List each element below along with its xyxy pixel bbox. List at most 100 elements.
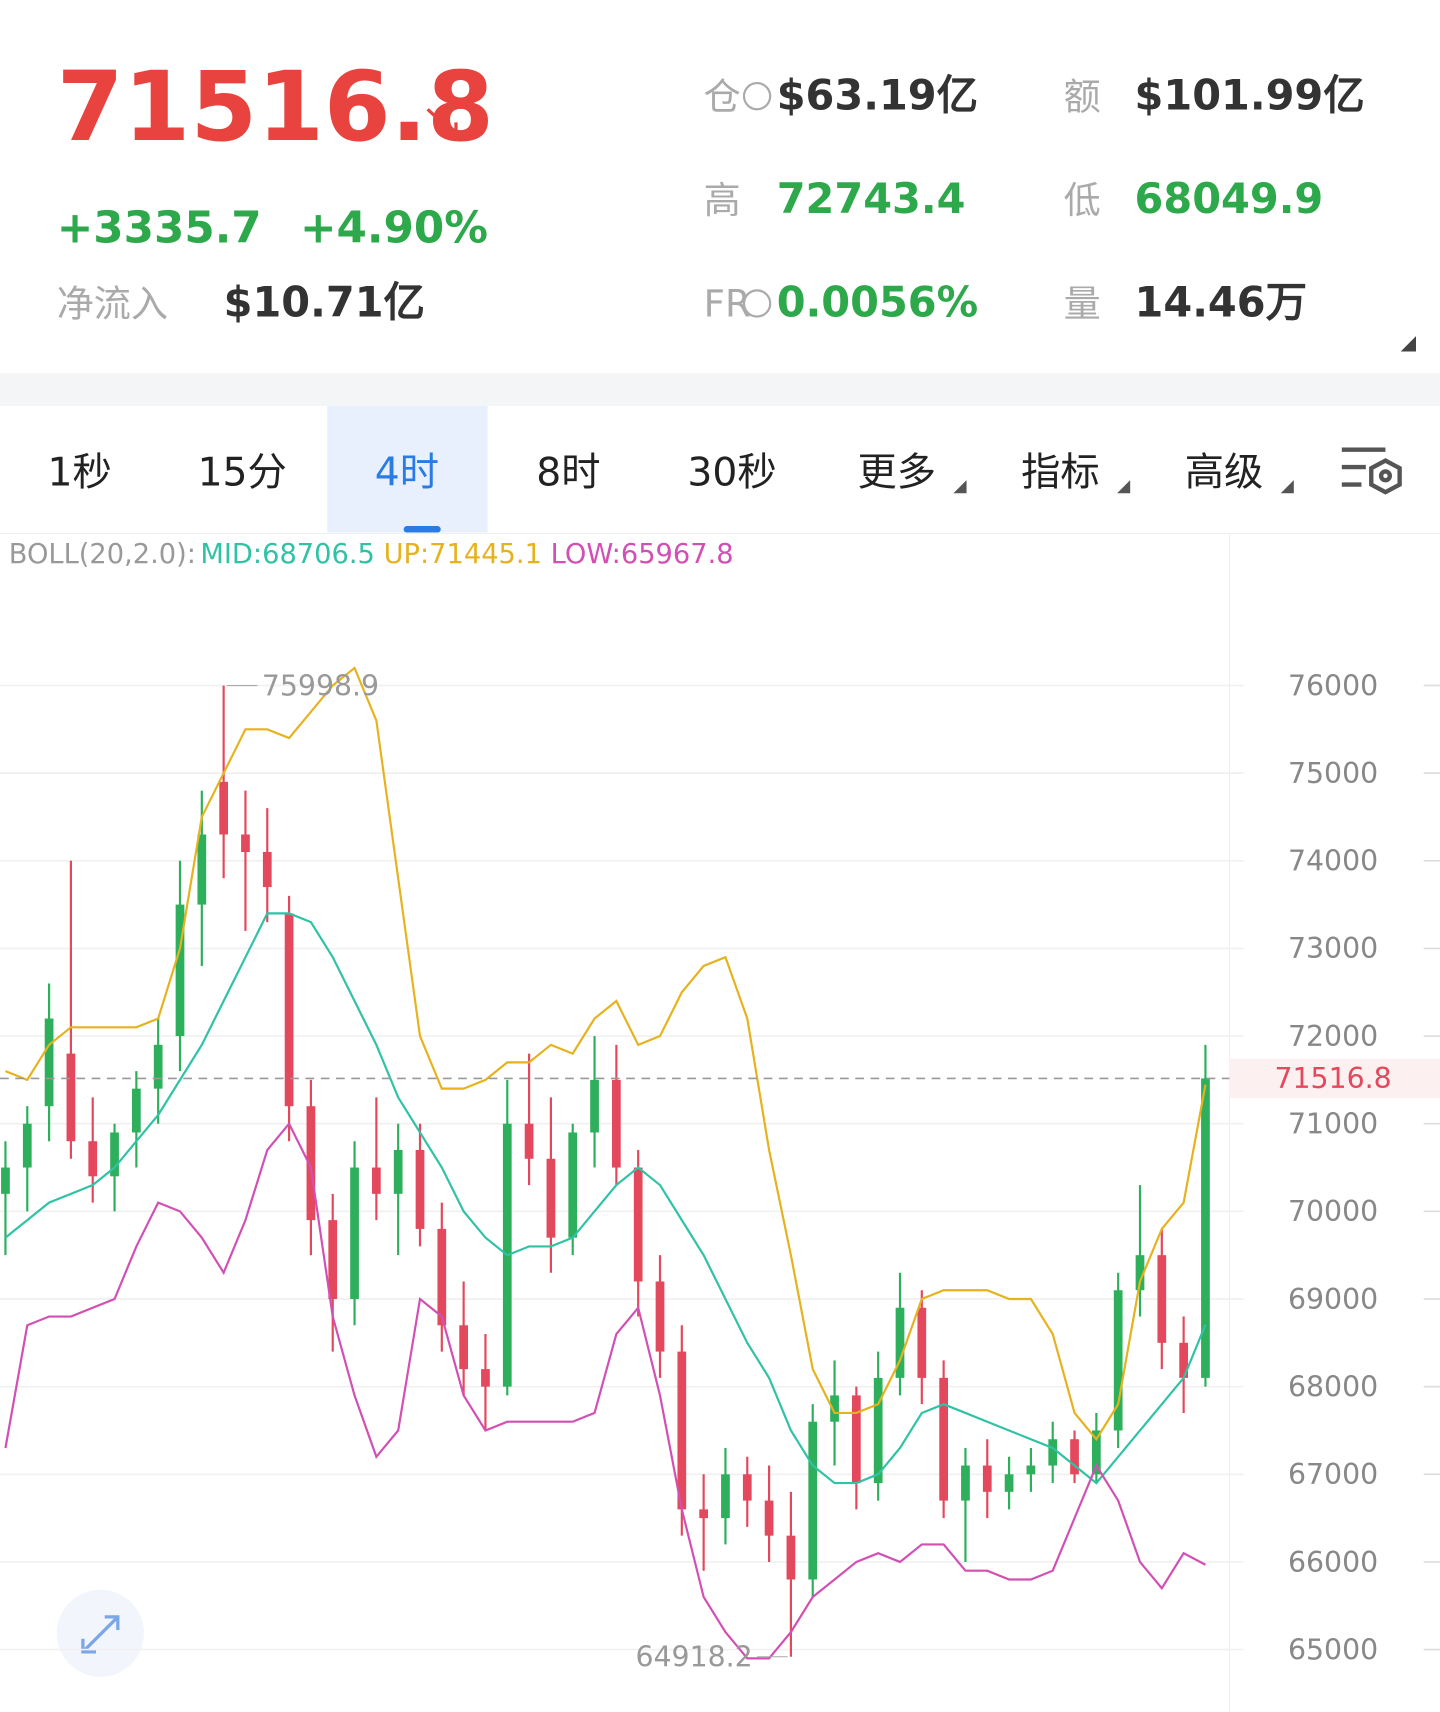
candle-body	[721, 1474, 730, 1519]
candle-body	[306, 1106, 316, 1221]
candle-body	[764, 1500, 774, 1536]
down-arrow	[426, 108, 458, 138]
legend-item: LOW:65967.8	[551, 539, 734, 570]
change: +3335.7	[57, 203, 262, 253]
candle-body	[197, 834, 207, 905]
stat-label: 低	[1064, 179, 1101, 222]
y-tick-label: 66000	[1288, 1546, 1378, 1579]
stat-value: 14.46万	[1135, 279, 1308, 327]
candle-body	[852, 1395, 861, 1484]
candle-body	[1004, 1474, 1014, 1492]
boll-line	[4, 1121, 1206, 1660]
candle-body	[88, 1141, 98, 1177]
separator	[0, 373, 1440, 406]
candle-body	[66, 1053, 76, 1142]
candle-body	[830, 1395, 839, 1422]
candle-body	[873, 1377, 883, 1484]
candle-body	[284, 913, 294, 1107]
candle-body	[742, 1474, 752, 1501]
y-tick-label: 75000	[1288, 757, 1378, 790]
y-tick-label: 74000	[1288, 845, 1378, 878]
candle-body	[22, 1123, 32, 1168]
stat-value: $101.99亿	[1135, 71, 1365, 119]
candle-body	[110, 1132, 119, 1177]
candle-body	[1070, 1439, 1079, 1475]
y-tick-label: 73000	[1288, 932, 1378, 965]
candle-body	[415, 1150, 425, 1229]
candle-body	[328, 1220, 338, 1300]
candle-body	[437, 1228, 447, 1326]
tab[interactable]: 1秒	[48, 451, 112, 496]
min-label: 64918.2	[635, 1641, 752, 1674]
y-tick-label: 65000	[1288, 1633, 1378, 1666]
candle-body	[633, 1167, 643, 1282]
change-pct: +4.90%	[300, 203, 488, 253]
stat-label: 仓	[704, 75, 741, 118]
legend-item: UP:71445.1	[384, 539, 542, 570]
max-label: 75998.9	[262, 669, 379, 702]
legend-title: BOLL(20,2.0):	[9, 539, 196, 570]
candle-body	[219, 781, 228, 835]
candle-body	[808, 1421, 818, 1580]
stat-value: 68049.9	[1135, 175, 1324, 223]
candle-body	[786, 1535, 796, 1580]
candle-body	[44, 1018, 54, 1107]
stat-value: 0.0056%	[777, 279, 978, 327]
tab[interactable]: 高级	[1185, 451, 1264, 496]
stat-label: 高	[704, 179, 741, 222]
candle-body	[132, 1088, 141, 1133]
candle-body	[1048, 1439, 1058, 1466]
tab[interactable]: 15分	[198, 451, 287, 496]
price: 71516.8	[57, 51, 494, 163]
candle-body	[982, 1465, 992, 1492]
candle-body	[1092, 1430, 1101, 1475]
candle-body	[1, 1167, 10, 1194]
help-icon[interactable]	[742, 81, 772, 111]
candle-body	[917, 1307, 927, 1378]
dropdown-caret	[1117, 480, 1131, 494]
boll-legend: BOLL(20,2.0): MID:68706.5 UP:71445.1 LOW:65…	[9, 539, 734, 570]
candle-body	[1157, 1255, 1167, 1343]
active-tab-indicator	[403, 526, 441, 533]
candle-body	[175, 904, 185, 1037]
candle-body	[677, 1351, 687, 1510]
candle-body	[612, 1079, 621, 1168]
candle-body	[350, 1167, 359, 1300]
candle-body	[568, 1132, 578, 1238]
candle-body	[393, 1150, 403, 1194]
candle-body	[655, 1281, 665, 1352]
y-tick-label: 69000	[1288, 1283, 1378, 1316]
last-price-box	[1229, 1058, 1440, 1099]
fullscreen-button[interactable]	[56, 1589, 144, 1677]
candle-body	[590, 1079, 599, 1133]
candle-body	[895, 1307, 905, 1378]
stat-label: 量	[1064, 283, 1101, 326]
candle-body	[241, 834, 250, 853]
candle-body	[939, 1377, 948, 1501]
tab[interactable]: 30秒	[687, 451, 776, 496]
candle-body	[961, 1465, 970, 1501]
candle-body	[1113, 1290, 1123, 1431]
candle-body	[524, 1123, 534, 1159]
stat-value: 72743.4	[777, 175, 966, 223]
tab[interactable]: 8时	[536, 451, 600, 496]
candle-body	[459, 1325, 468, 1370]
inflow-label: 净流入	[57, 283, 168, 326]
legend-item: MID:68706.5	[200, 539, 374, 570]
stat-label: 额	[1064, 75, 1101, 118]
candle-body	[546, 1158, 556, 1238]
expand-corner	[1400, 336, 1416, 352]
stat-value: $63.19亿	[777, 71, 978, 119]
candle-body	[699, 1509, 708, 1519]
tab[interactable]: 4时	[375, 451, 439, 496]
boll-line	[4, 912, 1207, 1485]
y-tick-label: 67000	[1288, 1458, 1378, 1491]
tab[interactable]: 指标	[1021, 451, 1100, 496]
candle-body	[1135, 1255, 1145, 1291]
help-icon[interactable]	[742, 289, 772, 318]
y-tick-label: 70000	[1288, 1195, 1378, 1228]
chart-settings-icon[interactable]	[1341, 447, 1402, 495]
tab[interactable]: 更多	[857, 451, 936, 496]
